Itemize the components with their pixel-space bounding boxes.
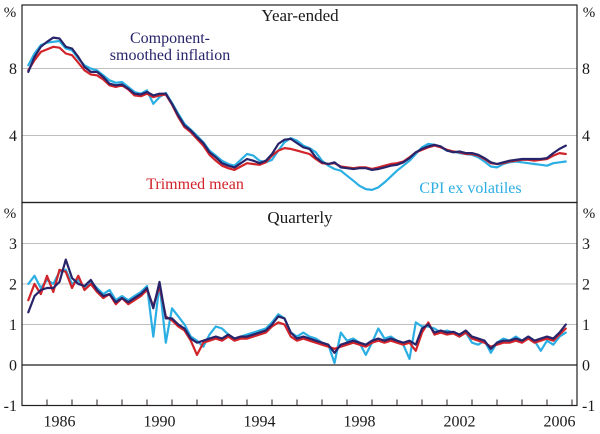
series-line-trimmed-mean — [27, 45, 567, 171]
series-line-component-smoothed-inflation — [27, 258, 567, 354]
y-tick-label-right: 2 — [582, 277, 590, 294]
series-line-cpi-ex-volatiles — [27, 39, 567, 191]
x-tick-label: 1994 — [244, 414, 276, 431]
y-tick-label-right: 8 — [582, 61, 590, 78]
series-label-component-line2: smoothed inflation — [109, 46, 231, 64]
y-tick-label-left: 1 — [9, 317, 17, 334]
series-label-component-smoothed: Component- smoothed inflation — [85, 30, 255, 65]
percent-label-bottom-left: % — [3, 206, 17, 222]
y-tick-label-left: 3 — [9, 236, 17, 253]
y-tick-label-right: 3 — [582, 236, 590, 253]
panel-border — [21, 201, 578, 407]
series-line-cpi-ex-volatiles — [27, 268, 567, 365]
y-tick-label-left: -1 — [4, 398, 17, 415]
series-line-component-smoothed-inflation — [27, 36, 567, 171]
percent-label-top-left: % — [3, 5, 17, 21]
panel-title-year-ended: Year-ended — [261, 6, 339, 25]
x-tick-label: 1990 — [144, 414, 176, 431]
percent-label-top-right: % — [582, 5, 596, 21]
x-tick-label: 1998 — [344, 414, 376, 431]
y-tick-label-right: 1 — [582, 317, 590, 334]
y-tick-label-right: 0 — [582, 358, 590, 375]
y-tick-label-right: -1 — [582, 398, 595, 415]
y-tick-label-left: 2 — [9, 277, 17, 294]
series-line-trimmed-mean — [27, 268, 567, 356]
series-label-component-line1: Component- — [130, 30, 210, 47]
series-label-trimmed-mean: Trimmed mean — [146, 176, 244, 193]
x-tick-label: 1986 — [44, 414, 76, 431]
series-label-cpi-ex-volatiles: CPI ex volatiles — [419, 180, 522, 197]
panel-title-quarterly: Quarterly — [267, 208, 333, 227]
y-tick-label-left: 8 — [9, 61, 17, 78]
y-tick-label-right: 4 — [582, 128, 590, 145]
percent-label-bottom-right: % — [582, 206, 596, 222]
x-tick-label: 2006 — [544, 414, 576, 431]
y-tick-label-left: 4 — [9, 128, 17, 145]
y-tick-label-left: 0 — [9, 358, 17, 375]
x-tick-label: 2002 — [444, 414, 476, 431]
